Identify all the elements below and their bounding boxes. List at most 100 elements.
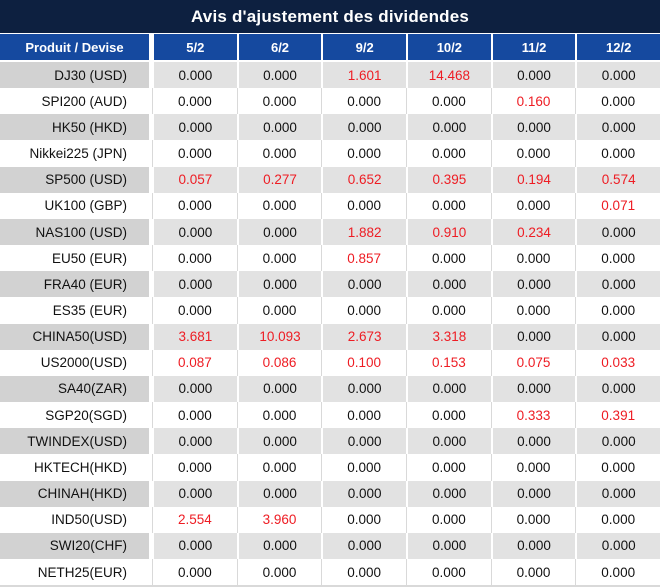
dividend-value-cell: 0.000 bbox=[575, 428, 660, 455]
dividend-value-cell: 0.000 bbox=[236, 140, 322, 167]
dividend-value-cell: 0.000 bbox=[321, 297, 407, 324]
product-label: SA40(ZAR) bbox=[0, 375, 152, 403]
dividend-value-cell: 0.000 bbox=[575, 114, 660, 141]
dividend-value-cell: 0.000 bbox=[575, 506, 660, 533]
dividend-value-cell: 3.681 bbox=[152, 323, 237, 350]
dividend-value-cell: 2.673 bbox=[321, 323, 407, 350]
dividend-value-cell: 0.000 bbox=[321, 480, 407, 507]
column-header-date: 10/2 bbox=[406, 34, 491, 60]
dividend-value-cell: 0.000 bbox=[152, 88, 237, 115]
dividend-value-cell: 0.000 bbox=[575, 323, 660, 350]
dividend-value-cell: 0.000 bbox=[321, 532, 407, 559]
table-row: Nikkei225 (JPN) 0.000 0.000 0.000 0.000 0.00… bbox=[0, 140, 660, 167]
dividend-value-cell: 0.395 bbox=[406, 166, 491, 193]
table-row: CHINA50(USD) 3.681 10.093 2.673 3.318 0.000 0… bbox=[0, 323, 660, 350]
product-label: FRA40 (EUR) bbox=[0, 271, 152, 298]
dividend-value-cell: 0.071 bbox=[575, 192, 660, 219]
dividend-value-cell: 0.000 bbox=[236, 297, 322, 324]
dividend-value-cell: 0.000 bbox=[236, 558, 322, 586]
dividend-value-cell: 0.000 bbox=[406, 192, 491, 219]
table-row: FRA40 (EUR) 0.000 0.000 0.000 0.000 0.000 0.0… bbox=[0, 271, 660, 298]
dividend-value-cell: 0.000 bbox=[152, 62, 237, 89]
dividend-value-cell: 10.093 bbox=[236, 323, 322, 350]
dividend-value-cell: 0.000 bbox=[236, 532, 322, 559]
dividend-value-cell: 0.000 bbox=[236, 375, 322, 403]
dividend-value-cell: 0.000 bbox=[236, 480, 322, 507]
table-row: SP500 (USD) 0.057 0.277 0.652 0.395 0.194 0.5… bbox=[0, 166, 660, 193]
dividend-value-cell: 0.000 bbox=[490, 428, 576, 455]
dividend-value-cell: 14.468 bbox=[406, 62, 491, 89]
dividend-value-cell: 0.000 bbox=[152, 114, 237, 141]
dividend-value-cell: 0.910 bbox=[406, 218, 491, 246]
dividend-value-cell: 0.000 bbox=[575, 62, 660, 89]
dividend-value-cell: 0.000 bbox=[152, 480, 237, 507]
dividend-value-cell: 0.000 bbox=[490, 323, 576, 350]
dividend-value-cell: 1.601 bbox=[321, 62, 407, 89]
dividend-value-cell: 0.000 bbox=[406, 532, 491, 559]
dividend-value-cell: 3.960 bbox=[236, 506, 322, 533]
product-label: CHINA50(USD) bbox=[0, 323, 152, 350]
dividend-value-cell: 0.000 bbox=[575, 140, 660, 167]
table-row: TWINDEX(USD) 0.000 0.000 0.000 0.000 0.000 0.… bbox=[0, 428, 660, 455]
dividend-value-cell: 0.000 bbox=[490, 114, 576, 141]
table-row: DJ30 (USD) 0.000 0.000 1.601 14.468 0.000 0.0… bbox=[0, 62, 660, 89]
column-header-date: 12/2 bbox=[575, 34, 660, 60]
dividend-value-cell: 0.000 bbox=[575, 297, 660, 324]
dividend-value-cell: 0.000 bbox=[490, 480, 576, 507]
product-label: HKTECH(HKD) bbox=[0, 454, 152, 481]
table-row: EU50 (EUR) 0.000 0.000 0.857 0.000 0.000 0.00… bbox=[0, 245, 660, 272]
dividend-value-cell: 0.000 bbox=[321, 375, 407, 403]
dividend-value-cell: 0.000 bbox=[236, 62, 322, 89]
dividend-value-cell: 0.000 bbox=[575, 375, 660, 403]
dividend-value-cell: 0.057 bbox=[152, 166, 237, 193]
column-header-date: 9/2 bbox=[321, 34, 406, 60]
dividend-value-cell: 0.000 bbox=[152, 245, 237, 272]
dividend-value-cell: 0.000 bbox=[236, 271, 322, 298]
table-row: NETH25(EUR) 0.000 0.000 0.000 0.000 0.000 0.0… bbox=[0, 558, 660, 586]
panel-title: Avis d'ajustement des dividendes bbox=[190, 6, 470, 26]
dividend-value-cell: 0.194 bbox=[490, 166, 576, 193]
dividend-value-cell: 0.000 bbox=[321, 428, 407, 455]
dividend-value-cell: 0.000 bbox=[575, 271, 660, 298]
dividend-value-cell: 0.087 bbox=[152, 349, 237, 376]
column-header-date: 5/2 bbox=[152, 34, 237, 60]
dividend-value-cell: 0.574 bbox=[575, 166, 660, 193]
dividend-value-cell: 0.000 bbox=[406, 558, 491, 586]
dividend-value-cell: 0.000 bbox=[152, 558, 237, 586]
dividend-value-cell: 0.000 bbox=[490, 532, 576, 559]
dividend-value-cell: 0.000 bbox=[236, 245, 322, 272]
product-label: ES35 (EUR) bbox=[0, 297, 152, 324]
dividend-value-cell: 0.000 bbox=[575, 218, 660, 246]
dividend-value-cell: 0.000 bbox=[152, 532, 237, 559]
product-label: US2000(USD) bbox=[0, 349, 152, 376]
dividend-value-cell: 0.000 bbox=[406, 114, 491, 141]
dividend-value-cell: 0.000 bbox=[406, 140, 491, 167]
panel-title-bar: Avis d'ajustement des dividendes bbox=[0, 0, 660, 33]
dividend-value-cell: 3.318 bbox=[406, 323, 491, 350]
product-label: TWINDEX(USD) bbox=[0, 428, 152, 455]
table-row: SA40(ZAR) 0.000 0.000 0.000 0.000 0.000 0.000 bbox=[0, 375, 660, 403]
dividend-value-cell: 0.000 bbox=[236, 454, 322, 481]
dividend-value-cell: 0.000 bbox=[406, 506, 491, 533]
dividend-value-cell: 0.000 bbox=[575, 454, 660, 481]
dividend-value-cell: 0.000 bbox=[152, 428, 237, 455]
dividend-value-cell: 0.000 bbox=[152, 402, 237, 429]
table-row: NAS100 (USD) 0.000 0.000 1.882 0.910 0.234 0.… bbox=[0, 218, 660, 246]
dividend-value-cell: 0.000 bbox=[321, 88, 407, 115]
product-label: SWI20(CHF) bbox=[0, 532, 152, 559]
table-row: HKTECH(HKD) 0.000 0.000 0.000 0.000 0.000 0.0… bbox=[0, 454, 660, 481]
dividend-value-cell: 0.000 bbox=[236, 218, 322, 246]
dividend-value-cell: 0.000 bbox=[490, 192, 576, 219]
dividend-value-cell: 0.000 bbox=[152, 375, 237, 403]
product-label: EU50 (EUR) bbox=[0, 245, 152, 272]
dividend-value-cell: 0.333 bbox=[490, 402, 576, 429]
dividend-value-cell: 0.000 bbox=[321, 558, 407, 586]
dividend-value-cell: 0.000 bbox=[236, 88, 322, 115]
dividend-value-cell: 0.000 bbox=[152, 218, 237, 246]
dividend-value-cell: 2.554 bbox=[152, 506, 237, 533]
dividend-value-cell: 0.000 bbox=[321, 454, 407, 481]
dividend-value-cell: 0.000 bbox=[321, 271, 407, 298]
table-row: ES35 (EUR) 0.000 0.000 0.000 0.000 0.000 0.00… bbox=[0, 297, 660, 324]
dividend-value-cell: 0.000 bbox=[152, 140, 237, 167]
